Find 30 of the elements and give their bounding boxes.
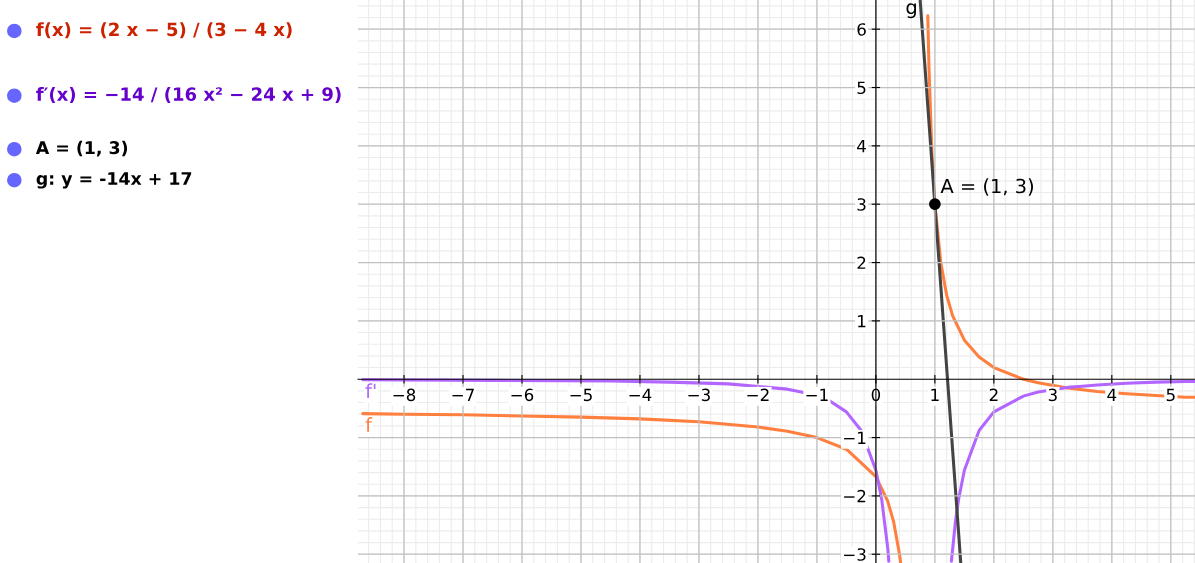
y-tick-label: 6	[857, 23, 866, 36]
x-tick-label: 1	[931, 388, 939, 401]
y-tick-label: 2	[857, 256, 866, 269]
y-tick-label: −2	[844, 489, 866, 503]
y-tick-label: 3	[857, 198, 866, 211]
x-tick-label: 3	[1048, 388, 1057, 402]
text: f(x) = (2 x − 5) / (3 − 4 x)	[36, 22, 292, 39]
text: f′(x) = −14 / (16 x² − 24 x + 9)	[36, 86, 341, 104]
y-tick-label: 5	[857, 81, 866, 95]
annotation: A = (1, 3)	[940, 178, 1033, 196]
y-tick-label: 1	[858, 315, 866, 328]
x-tick-label: −6	[511, 388, 534, 402]
x-tick-label: −5	[570, 388, 592, 402]
y-tick-label: −3	[844, 548, 866, 561]
x-tick-label: 4	[1107, 388, 1117, 401]
y-tick-label: −1	[844, 431, 866, 444]
series-label: f	[365, 417, 373, 432]
x-tick-label: −2	[747, 388, 769, 401]
series-label: g	[906, 3, 916, 19]
x-tick-label: −4	[629, 388, 652, 401]
text: g: y = -14x + 17	[36, 172, 192, 189]
series-label: f'	[365, 383, 376, 399]
x-tick-label: −3	[688, 388, 710, 402]
x-tick-label: 5	[1166, 388, 1175, 402]
x-tick-label: −8	[393, 388, 416, 402]
x-tick-label: −7	[452, 388, 474, 401]
y-tick-label: 4	[857, 140, 866, 153]
x-tick-label: 2	[989, 388, 998, 401]
text: A = (1, 3)	[35, 140, 128, 157]
x-tick-label: −1	[806, 388, 828, 401]
